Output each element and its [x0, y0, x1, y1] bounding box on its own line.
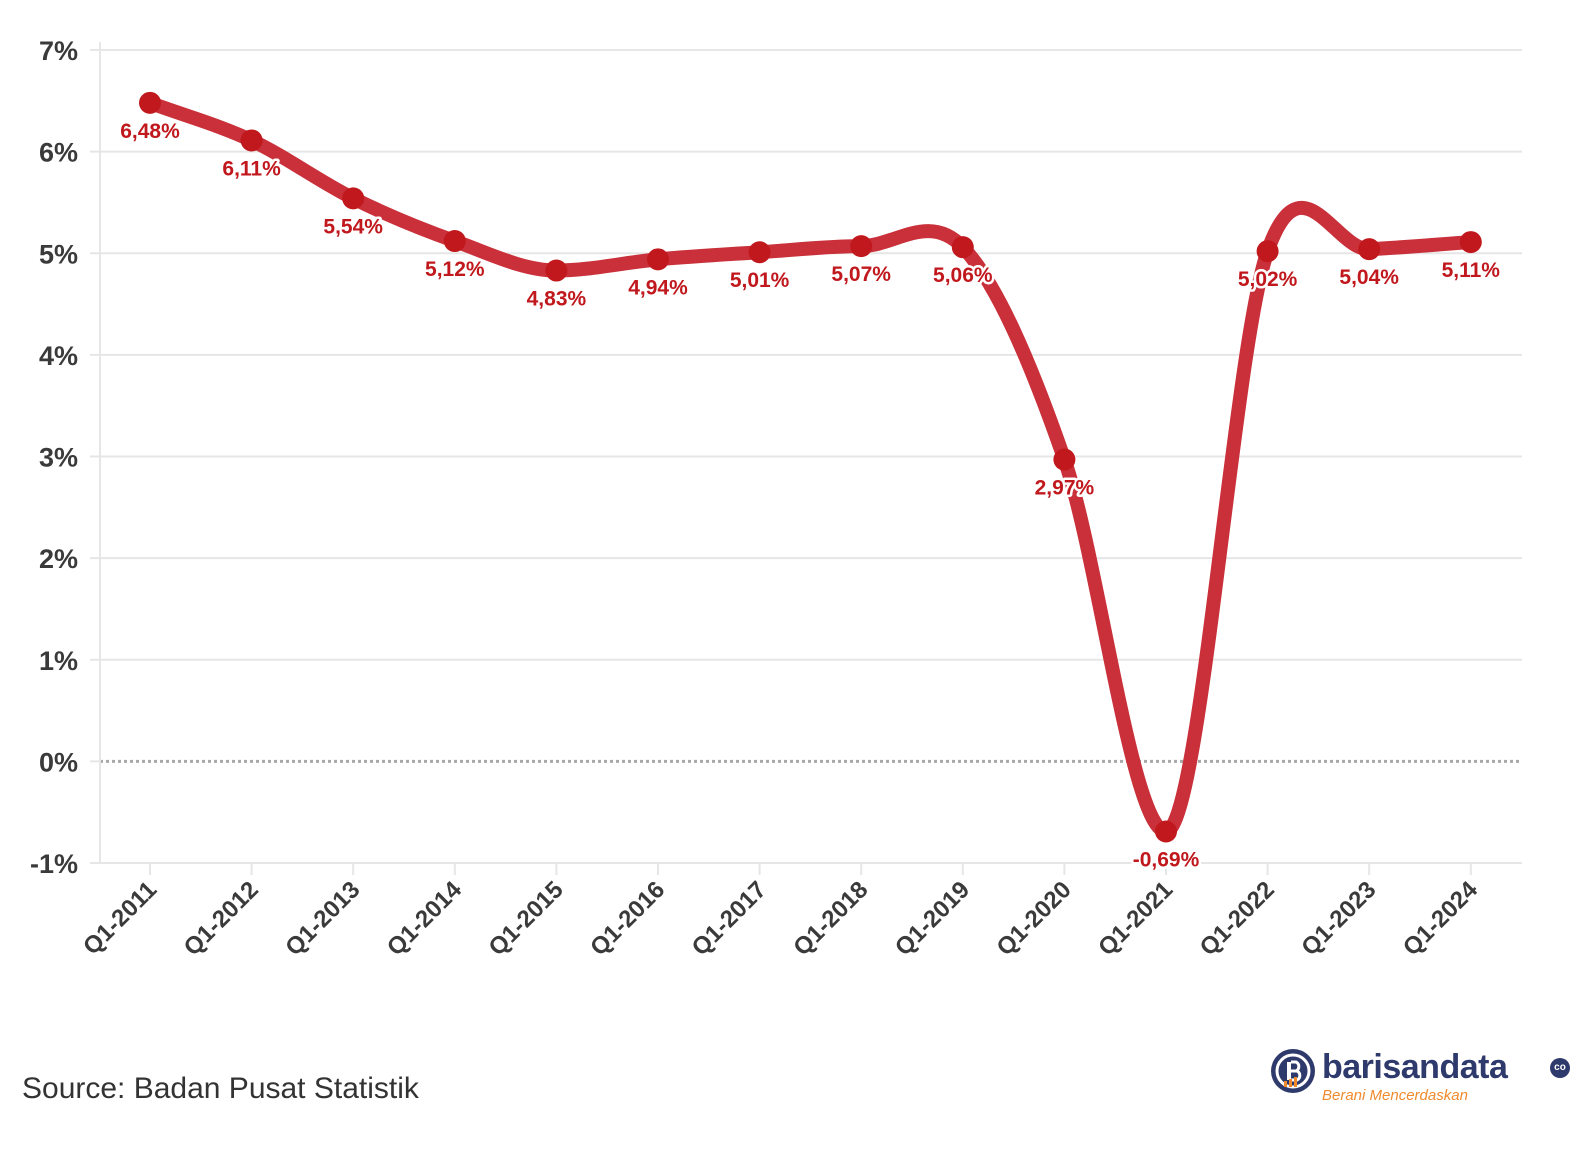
brand-name: barisandata: [1322, 1048, 1508, 1086]
source-note: Source: Badan Pusat Statistik: [22, 1072, 419, 1105]
brand-logo: barisandata co Berani Mencerdaskan: [1270, 1048, 1570, 1108]
data-point: [647, 248, 669, 271]
y-tick-label: 7%: [39, 36, 78, 66]
y-tick-label: 0%: [39, 747, 78, 777]
data-point: [1459, 231, 1482, 254]
grid-lines: [100, 49, 1522, 864]
x-tick-label: Q1-2012: [179, 876, 264, 961]
x-tick-label: Q1-2024: [1398, 876, 1484, 962]
data-label: 5,04%: [1339, 266, 1399, 289]
data-point: [443, 230, 466, 253]
brand-suffix: co: [1550, 1058, 1570, 1078]
data-label: 5,11%: [1442, 259, 1501, 282]
data-point: [748, 241, 771, 264]
data-label: 6,48%: [120, 120, 180, 143]
x-tick-label: Q1-2021: [1093, 876, 1178, 961]
x-tick-label: Q1-2017: [687, 876, 772, 961]
y-tick-label: 3%: [39, 443, 78, 473]
data-point: [1358, 238, 1381, 261]
series-line: [143, 95, 1478, 839]
data-point: [342, 187, 365, 210]
y-tick-label: 1%: [39, 646, 78, 676]
data-points: [139, 91, 1482, 843]
x-tick-label: Q1-2018: [788, 876, 873, 961]
data-point: [1053, 448, 1076, 471]
x-axis-ticks: Q1-2011 Q1-2012 Q1-2013 Q1-2014 Q1-2015 Q1-20…: [78, 863, 1483, 961]
data-point: [1256, 240, 1279, 263]
line-chart: 7%6%5%4%3%2%1%0%-1% Q1-2011 Q1-2012 Q1-201…: [30, 36, 1522, 961]
x-tick-label: Q1-2013: [280, 876, 365, 961]
x-tick-label: Q1-2011: [78, 876, 162, 960]
x-tick-label: Q1-2020: [992, 876, 1077, 961]
data-label: 4,83%: [527, 288, 587, 311]
data-label: -0,69%: [1133, 848, 1200, 871]
y-tick-label: 2%: [39, 544, 78, 574]
x-tick-label: Q1-2016: [585, 876, 670, 961]
data-labels: 6,48% 6,11% 5,54% 5,12% 4,83% 4,94% 5,01% 5,07%…: [118, 117, 1503, 874]
x-tick-label: Q1-2015: [484, 876, 569, 961]
data-label: 5,07%: [831, 263, 891, 286]
data-label: 6,11%: [222, 157, 281, 180]
data-label: 2,97%: [1035, 477, 1095, 500]
brand-logo-icon: [1271, 1049, 1315, 1093]
data-label: 5,06%: [933, 264, 993, 287]
data-point: [139, 91, 161, 114]
data-point: [240, 129, 263, 152]
y-axis-ticks: 7% 6% 5% 4% 3% 2% 1% 0% -1%: [30, 36, 100, 879]
data-label: 5,01%: [730, 269, 790, 292]
x-tick-label: Q1-2023: [1296, 876, 1381, 961]
x-tick-label: Q1-2014: [382, 876, 468, 962]
data-point: [1155, 820, 1177, 843]
y-tick-label: 4%: [39, 341, 78, 371]
data-label: 4,94%: [628, 276, 688, 299]
data-point: [545, 259, 568, 282]
y-tick-label: 5%: [39, 239, 78, 269]
data-point: [850, 235, 873, 258]
data-label: 5,54%: [323, 215, 383, 238]
x-tick-label: Q1-2019: [890, 876, 975, 961]
y-tick-label: 6%: [39, 138, 78, 168]
data-label: 5,12%: [425, 258, 485, 281]
brand-tagline: Berani Mencerdaskan: [1322, 1087, 1468, 1104]
y-tick-label: -1%: [30, 849, 78, 879]
x-tick-label: Q1-2022: [1195, 876, 1280, 961]
data-point: [951, 236, 974, 259]
data-label: 5,02%: [1238, 268, 1298, 291]
